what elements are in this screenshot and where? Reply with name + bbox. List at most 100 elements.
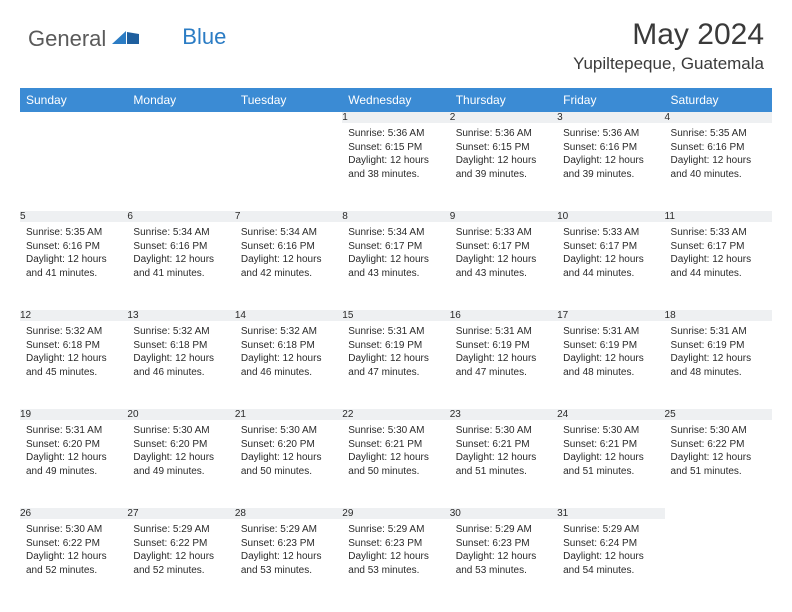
day-details: Sunrise: 5:29 AMSunset: 6:23 PMDaylight:… [342, 519, 449, 583]
day-details: Sunrise: 5:29 AMSunset: 6:23 PMDaylight:… [235, 519, 342, 583]
day-number: 31 [557, 508, 664, 519]
day-cell: Sunrise: 5:34 AMSunset: 6:17 PMDaylight:… [342, 222, 449, 310]
day-content-row: Sunrise: 5:35 AMSunset: 6:16 PMDaylight:… [20, 222, 772, 310]
sunrise-line: Sunrise: 5:31 AM [348, 325, 443, 339]
sunset-line: Sunset: 6:18 PM [241, 339, 336, 353]
daylight-line: Daylight: 12 hours and 46 minutes. [133, 352, 228, 379]
sunrise-line: Sunrise: 5:29 AM [348, 523, 443, 537]
daylight-line: Daylight: 12 hours and 38 minutes. [348, 154, 443, 181]
day-details: Sunrise: 5:33 AMSunset: 6:17 PMDaylight:… [450, 222, 557, 286]
day-details: Sunrise: 5:36 AMSunset: 6:16 PMDaylight:… [557, 123, 664, 187]
day-number: 30 [450, 508, 557, 519]
sunset-line: Sunset: 6:16 PM [563, 141, 658, 155]
empty-cell [20, 112, 127, 123]
daylight-line: Daylight: 12 hours and 51 minutes. [456, 451, 551, 478]
sunset-line: Sunset: 6:16 PM [133, 240, 228, 254]
day-number: 1 [342, 112, 449, 123]
weekday-header: Monday [127, 88, 234, 112]
sunset-line: Sunset: 6:16 PM [26, 240, 121, 254]
daylight-line: Daylight: 12 hours and 45 minutes. [26, 352, 121, 379]
daylight-line: Daylight: 12 hours and 44 minutes. [671, 253, 766, 280]
daylight-line: Daylight: 12 hours and 41 minutes. [26, 253, 121, 280]
daylight-line: Daylight: 12 hours and 53 minutes. [241, 550, 336, 577]
day-number: 14 [235, 310, 342, 321]
sunrise-line: Sunrise: 5:33 AM [456, 226, 551, 240]
daylight-line: Daylight: 12 hours and 42 minutes. [241, 253, 336, 280]
empty-cell [235, 123, 342, 211]
day-number: 28 [235, 508, 342, 519]
day-cell: Sunrise: 5:31 AMSunset: 6:20 PMDaylight:… [20, 420, 127, 508]
day-details: Sunrise: 5:32 AMSunset: 6:18 PMDaylight:… [20, 321, 127, 385]
day-number: 13 [127, 310, 234, 321]
day-number: 9 [450, 211, 557, 222]
empty-cell [665, 508, 772, 519]
weekday-header-row: SundayMondayTuesdayWednesdayThursdayFrid… [20, 88, 772, 112]
day-cell: Sunrise: 5:29 AMSunset: 6:23 PMDaylight:… [450, 519, 557, 607]
day-cell: Sunrise: 5:30 AMSunset: 6:21 PMDaylight:… [557, 420, 664, 508]
location-subtitle: Yupiltepeque, Guatemala [573, 54, 764, 74]
daylight-line: Daylight: 12 hours and 53 minutes. [456, 550, 551, 577]
empty-cell [20, 123, 127, 211]
sunset-line: Sunset: 6:22 PM [671, 438, 766, 452]
day-cell: Sunrise: 5:35 AMSunset: 6:16 PMDaylight:… [665, 123, 772, 211]
day-details: Sunrise: 5:30 AMSunset: 6:20 PMDaylight:… [235, 420, 342, 484]
day-cell: Sunrise: 5:29 AMSunset: 6:23 PMDaylight:… [342, 519, 449, 607]
sunset-line: Sunset: 6:22 PM [26, 537, 121, 551]
sunrise-line: Sunrise: 5:29 AM [241, 523, 336, 537]
day-number: 12 [20, 310, 127, 321]
day-number: 25 [665, 409, 772, 420]
sunrise-line: Sunrise: 5:30 AM [456, 424, 551, 438]
sunset-line: Sunset: 6:18 PM [133, 339, 228, 353]
day-cell: Sunrise: 5:29 AMSunset: 6:22 PMDaylight:… [127, 519, 234, 607]
day-number-row: 1234 [20, 112, 772, 123]
day-cell: Sunrise: 5:36 AMSunset: 6:16 PMDaylight:… [557, 123, 664, 211]
brand-logo: General Blue [28, 18, 226, 52]
day-details: Sunrise: 5:31 AMSunset: 6:19 PMDaylight:… [342, 321, 449, 385]
day-cell: Sunrise: 5:29 AMSunset: 6:24 PMDaylight:… [557, 519, 664, 607]
sunrise-line: Sunrise: 5:36 AM [348, 127, 443, 141]
day-cell: Sunrise: 5:32 AMSunset: 6:18 PMDaylight:… [20, 321, 127, 409]
sunrise-line: Sunrise: 5:35 AM [26, 226, 121, 240]
calendar-table: SundayMondayTuesdayWednesdayThursdayFrid… [20, 88, 772, 607]
daylight-line: Daylight: 12 hours and 39 minutes. [563, 154, 658, 181]
sunrise-line: Sunrise: 5:36 AM [456, 127, 551, 141]
day-number: 29 [342, 508, 449, 519]
sunset-line: Sunset: 6:23 PM [241, 537, 336, 551]
day-details: Sunrise: 5:31 AMSunset: 6:20 PMDaylight:… [20, 420, 127, 484]
weekday-header: Friday [557, 88, 664, 112]
sunrise-line: Sunrise: 5:31 AM [671, 325, 766, 339]
day-cell: Sunrise: 5:31 AMSunset: 6:19 PMDaylight:… [557, 321, 664, 409]
sunset-line: Sunset: 6:20 PM [241, 438, 336, 452]
daylight-line: Daylight: 12 hours and 47 minutes. [348, 352, 443, 379]
sunset-line: Sunset: 6:17 PM [563, 240, 658, 254]
day-number: 22 [342, 409, 449, 420]
day-number: 10 [557, 211, 664, 222]
sunrise-line: Sunrise: 5:31 AM [563, 325, 658, 339]
day-number-row: 567891011 [20, 211, 772, 222]
daylight-line: Daylight: 12 hours and 48 minutes. [563, 352, 658, 379]
sunset-line: Sunset: 6:15 PM [348, 141, 443, 155]
sunset-line: Sunset: 6:21 PM [456, 438, 551, 452]
day-number: 18 [665, 310, 772, 321]
sunset-line: Sunset: 6:19 PM [456, 339, 551, 353]
weekday-header: Thursday [450, 88, 557, 112]
day-details: Sunrise: 5:32 AMSunset: 6:18 PMDaylight:… [235, 321, 342, 385]
sunrise-line: Sunrise: 5:31 AM [456, 325, 551, 339]
sunrise-line: Sunrise: 5:29 AM [133, 523, 228, 537]
day-details: Sunrise: 5:29 AMSunset: 6:22 PMDaylight:… [127, 519, 234, 583]
day-number: 11 [665, 211, 772, 222]
day-cell: Sunrise: 5:30 AMSunset: 6:22 PMDaylight:… [20, 519, 127, 607]
daylight-line: Daylight: 12 hours and 48 minutes. [671, 352, 766, 379]
sunrise-line: Sunrise: 5:32 AM [241, 325, 336, 339]
month-title: May 2024 [573, 18, 764, 52]
day-number: 6 [127, 211, 234, 222]
daylight-line: Daylight: 12 hours and 43 minutes. [456, 253, 551, 280]
sunset-line: Sunset: 6:16 PM [241, 240, 336, 254]
daylight-line: Daylight: 12 hours and 44 minutes. [563, 253, 658, 280]
day-cell: Sunrise: 5:30 AMSunset: 6:20 PMDaylight:… [127, 420, 234, 508]
day-cell: Sunrise: 5:30 AMSunset: 6:20 PMDaylight:… [235, 420, 342, 508]
daylight-line: Daylight: 12 hours and 50 minutes. [348, 451, 443, 478]
day-details: Sunrise: 5:36 AMSunset: 6:15 PMDaylight:… [342, 123, 449, 187]
day-cell: Sunrise: 5:30 AMSunset: 6:21 PMDaylight:… [450, 420, 557, 508]
daylight-line: Daylight: 12 hours and 50 minutes. [241, 451, 336, 478]
